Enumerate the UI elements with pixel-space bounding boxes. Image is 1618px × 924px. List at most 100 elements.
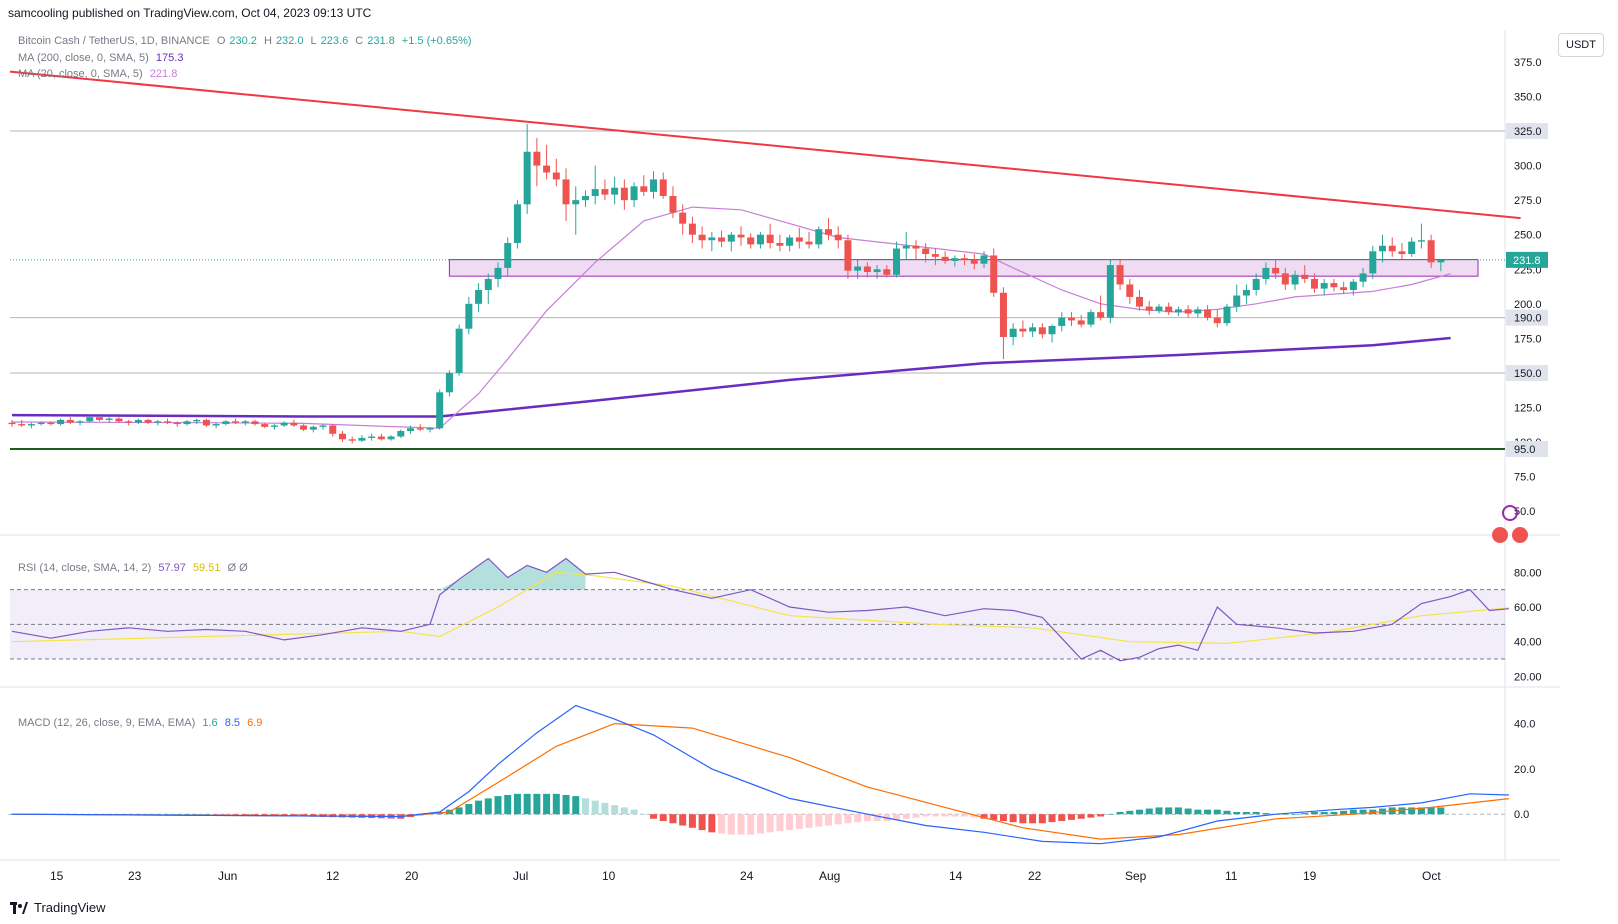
- candle[interactable]: [1009, 328, 1017, 337]
- macd-histogram-bar[interactable]: [270, 814, 278, 816]
- candle[interactable]: [1379, 245, 1387, 252]
- macd-histogram-bar[interactable]: [805, 814, 813, 828]
- candle[interactable]: [280, 422, 288, 426]
- candle[interactable]: [1174, 309, 1182, 313]
- candle[interactable]: [144, 419, 152, 423]
- candle[interactable]: [630, 186, 638, 201]
- macd-histogram-bar[interactable]: [202, 814, 210, 815]
- price-pane[interactable]: [8, 70, 1521, 450]
- rsi-sma-line[interactable]: [11, 571, 1509, 645]
- candle[interactable]: [1262, 267, 1270, 279]
- candle[interactable]: [922, 248, 930, 255]
- candle[interactable]: [1126, 284, 1134, 297]
- rsi-line[interactable]: [11, 557, 1509, 662]
- candle[interactable]: [1398, 251, 1406, 255]
- candle[interactable]: [27, 424, 35, 426]
- candle[interactable]: [193, 419, 201, 422]
- candle[interactable]: [1204, 309, 1212, 318]
- candle[interactable]: [1116, 265, 1124, 285]
- macd-histogram-bar[interactable]: [1340, 810, 1348, 815]
- macd-histogram-bar[interactable]: [659, 814, 667, 822]
- candle[interactable]: [1233, 295, 1241, 307]
- candle[interactable]: [416, 428, 424, 430]
- candle[interactable]: [95, 417, 103, 420]
- candle[interactable]: [1067, 317, 1075, 321]
- macd-histogram-bar[interactable]: [1029, 814, 1037, 824]
- candle[interactable]: [407, 428, 415, 431]
- macd-histogram-bar[interactable]: [455, 807, 463, 815]
- macd-histogram-bar[interactable]: [999, 814, 1007, 822]
- candle[interactable]: [756, 234, 764, 245]
- candle[interactable]: [115, 418, 123, 422]
- macd-histogram-bar[interactable]: [1349, 809, 1357, 815]
- macd-histogram-bar[interactable]: [475, 800, 483, 815]
- macd-histogram-bar[interactable]: [708, 814, 716, 833]
- candle[interactable]: [397, 431, 405, 437]
- macd-histogram-bar[interactable]: [737, 814, 745, 835]
- candle[interactable]: [815, 229, 823, 245]
- candle[interactable]: [1058, 317, 1066, 326]
- candle[interactable]: [387, 436, 395, 440]
- macd-histogram-bar[interactable]: [173, 814, 181, 815]
- macd-histogram-bar[interactable]: [513, 793, 521, 815]
- candle[interactable]: [650, 179, 658, 192]
- macd-histogram-bar[interactable]: [1136, 809, 1144, 815]
- macd-histogram-bar[interactable]: [1301, 813, 1309, 815]
- macd-histogram-bar[interactable]: [640, 814, 648, 815]
- candle[interactable]: [893, 248, 901, 275]
- macd-histogram-bar[interactable]: [669, 814, 677, 824]
- candle[interactable]: [1359, 273, 1367, 282]
- macd-histogram-bar[interactable]: [552, 793, 560, 815]
- macd-histogram-bar[interactable]: [261, 814, 269, 816]
- candle[interactable]: [1155, 306, 1163, 311]
- candle[interactable]: [552, 172, 560, 180]
- macd-histogram-bar[interactable]: [1320, 811, 1328, 815]
- macd-histogram-bar[interactable]: [679, 814, 687, 826]
- candle[interactable]: [504, 243, 512, 268]
- candle[interactable]: [66, 419, 74, 423]
- candle[interactable]: [1165, 306, 1173, 313]
- candle[interactable]: [1048, 325, 1056, 335]
- candle[interactable]: [57, 419, 65, 425]
- macd-histogram-bar[interactable]: [1213, 809, 1221, 815]
- candle[interactable]: [125, 421, 133, 423]
- candle[interactable]: [786, 237, 794, 246]
- candle[interactable]: [484, 278, 492, 290]
- candle[interactable]: [212, 424, 220, 426]
- candle[interactable]: [18, 424, 26, 426]
- candle[interactable]: [951, 258, 959, 261]
- candle[interactable]: [620, 187, 628, 201]
- macd-histogram-bar[interactable]: [1126, 810, 1134, 815]
- macd-histogram-bar[interactable]: [688, 814, 696, 828]
- lightning-icon[interactable]: [1502, 505, 1518, 521]
- macd-histogram-bar[interactable]: [1242, 811, 1250, 815]
- candle[interactable]: [513, 204, 521, 243]
- candle[interactable]: [37, 422, 45, 425]
- candle[interactable]: [912, 245, 920, 249]
- candle[interactable]: [173, 422, 181, 425]
- macd-histogram-bar[interactable]: [620, 807, 628, 815]
- macd-histogram-bar[interactable]: [815, 814, 823, 827]
- macd-histogram-bar[interactable]: [893, 814, 901, 820]
- candle[interactable]: [232, 421, 240, 423]
- candle[interactable]: [8, 422, 16, 425]
- macd-histogram-bar[interactable]: [766, 814, 774, 833]
- candle[interactable]: [377, 436, 385, 440]
- candle[interactable]: [611, 187, 619, 195]
- candle[interactable]: [1408, 241, 1416, 255]
- macd-histogram-bar[interactable]: [863, 814, 871, 822]
- macd-histogram-bar[interactable]: [1194, 809, 1202, 815]
- macd-histogram-bar[interactable]: [280, 814, 288, 817]
- macd-histogram-bar[interactable]: [1184, 808, 1192, 815]
- candle[interactable]: [1417, 240, 1425, 242]
- macd-histogram-bar[interactable]: [902, 814, 910, 819]
- candle[interactable]: [640, 186, 648, 192]
- macd-histogram-bar[interactable]: [931, 814, 939, 817]
- candle[interactable]: [86, 417, 94, 422]
- macd-histogram-bar[interactable]: [1262, 813, 1270, 815]
- macd-histogram-bar[interactable]: [1106, 814, 1114, 815]
- candle[interactable]: [1184, 309, 1192, 314]
- macd-histogram-bar[interactable]: [1427, 807, 1435, 815]
- candle[interactable]: [669, 196, 677, 213]
- macd-histogram-bar[interactable]: [212, 814, 220, 815]
